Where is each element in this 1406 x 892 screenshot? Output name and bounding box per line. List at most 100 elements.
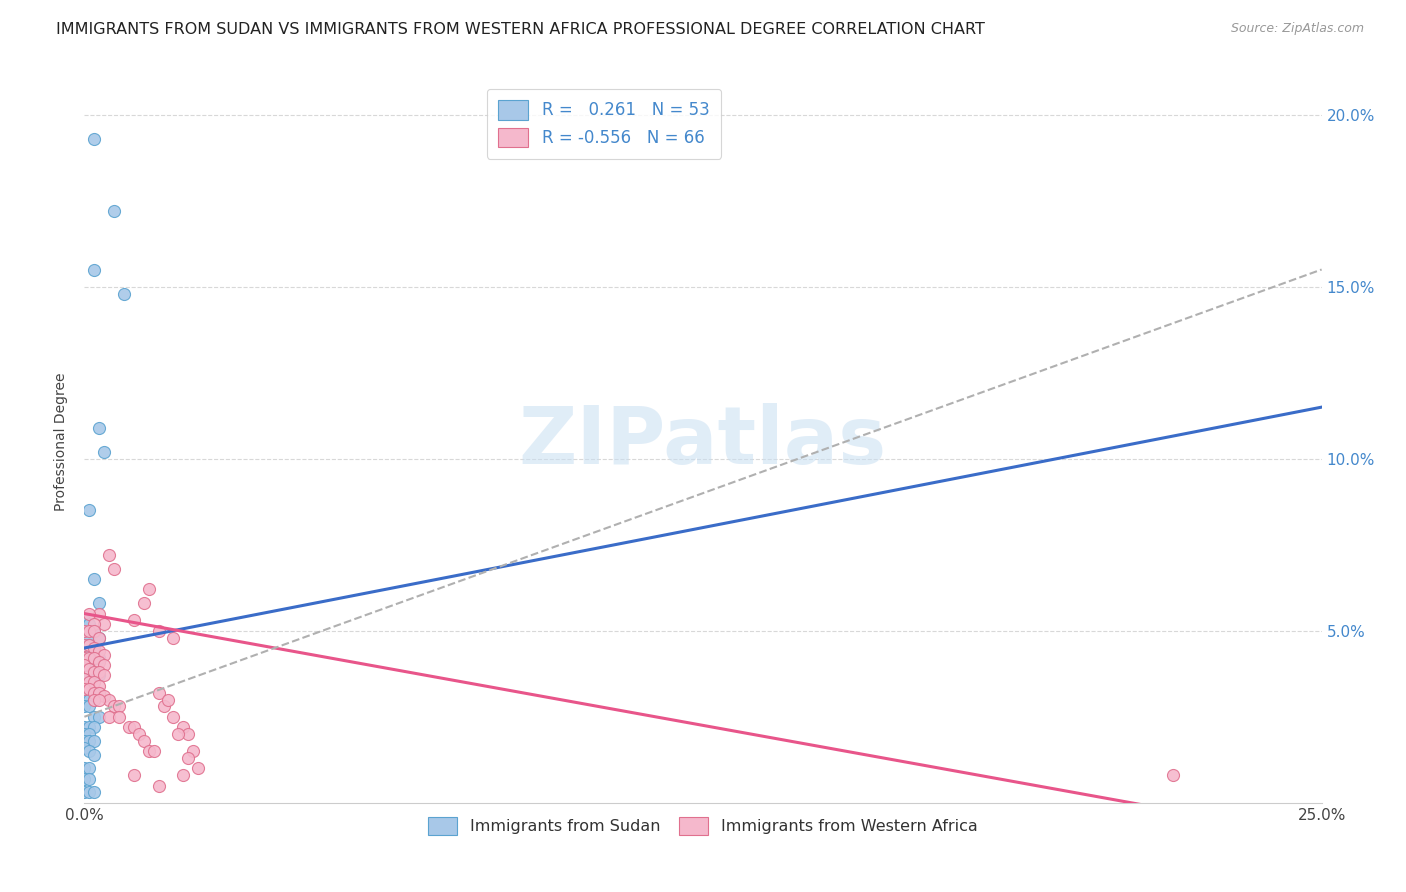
Point	[162, 710, 184, 724]
Point	[122, 614, 145, 628]
Point	[142, 744, 165, 758]
Point	[122, 720, 145, 734]
Point	[103, 562, 125, 576]
Point	[83, 651, 105, 665]
Point	[79, 503, 101, 517]
Point	[152, 699, 174, 714]
Point	[79, 607, 101, 621]
Point	[79, 638, 101, 652]
Point	[73, 672, 96, 686]
Point	[83, 710, 105, 724]
Point	[148, 779, 170, 793]
Point	[79, 682, 101, 697]
Point	[122, 768, 145, 782]
Point	[89, 631, 111, 645]
Point	[79, 675, 101, 690]
Point	[83, 624, 105, 638]
Point	[79, 785, 101, 799]
Point	[83, 692, 105, 706]
Point	[93, 689, 115, 703]
Point	[79, 651, 101, 665]
Point	[79, 734, 101, 748]
Point	[138, 582, 160, 597]
Point	[93, 658, 115, 673]
Point	[73, 720, 96, 734]
Point	[79, 631, 101, 645]
Point	[89, 596, 111, 610]
Point	[73, 740, 96, 755]
Point	[93, 648, 115, 662]
Point	[83, 640, 105, 655]
Point	[89, 668, 111, 682]
Point	[83, 686, 105, 700]
Point	[83, 675, 105, 690]
Point	[167, 727, 190, 741]
Point	[89, 631, 111, 645]
Point	[98, 692, 121, 706]
Point	[83, 747, 105, 762]
Point	[83, 686, 105, 700]
Point	[83, 720, 105, 734]
Point	[89, 679, 111, 693]
Point	[73, 638, 96, 652]
Point	[83, 262, 105, 277]
Point	[148, 624, 170, 638]
Point	[73, 614, 96, 628]
Point	[83, 616, 105, 631]
Point	[73, 644, 96, 658]
Point	[73, 682, 96, 697]
Point	[89, 686, 111, 700]
Point	[187, 761, 209, 775]
Point	[89, 651, 111, 665]
Point	[93, 668, 115, 682]
Point	[89, 655, 111, 669]
Point	[83, 624, 105, 638]
Point	[108, 699, 131, 714]
Point	[73, 624, 96, 638]
Point	[83, 572, 105, 586]
Point	[89, 607, 111, 621]
Point	[73, 734, 96, 748]
Point	[83, 692, 105, 706]
Point	[89, 665, 111, 679]
Point	[73, 658, 96, 673]
Point	[148, 686, 170, 700]
Point	[128, 727, 150, 741]
Point	[79, 675, 101, 690]
Point	[181, 744, 204, 758]
Text: IMMIGRANTS FROM SUDAN VS IMMIGRANTS FROM WESTERN AFRICA PROFESSIONAL DEGREE CORR: IMMIGRANTS FROM SUDAN VS IMMIGRANTS FROM…	[56, 22, 986, 37]
Point	[112, 286, 135, 301]
Point	[83, 734, 105, 748]
Point	[83, 651, 105, 665]
Point	[132, 734, 155, 748]
Legend: Immigrants from Sudan, Immigrants from Western Africa: Immigrants from Sudan, Immigrants from W…	[422, 811, 984, 842]
Point	[79, 727, 101, 741]
Point	[79, 772, 101, 786]
Point	[83, 665, 105, 679]
Y-axis label: Professional Degree: Professional Degree	[55, 372, 69, 511]
Point	[172, 768, 194, 782]
Point	[83, 665, 105, 679]
Point	[1161, 768, 1184, 782]
Point	[79, 658, 101, 673]
Point	[138, 744, 160, 758]
Point	[108, 710, 131, 724]
Point	[172, 720, 194, 734]
Point	[73, 679, 96, 693]
Point	[83, 785, 105, 799]
Point	[103, 699, 125, 714]
Point	[73, 785, 96, 799]
Point	[93, 616, 115, 631]
Text: Source: ZipAtlas.com: Source: ZipAtlas.com	[1230, 22, 1364, 36]
Point	[79, 692, 101, 706]
Point	[98, 710, 121, 724]
Point	[132, 596, 155, 610]
Point	[89, 692, 111, 706]
Point	[162, 631, 184, 645]
Point	[89, 421, 111, 435]
Point	[83, 640, 105, 655]
Point	[79, 699, 101, 714]
Point	[89, 710, 111, 724]
Point	[79, 761, 101, 775]
Point	[73, 658, 96, 673]
